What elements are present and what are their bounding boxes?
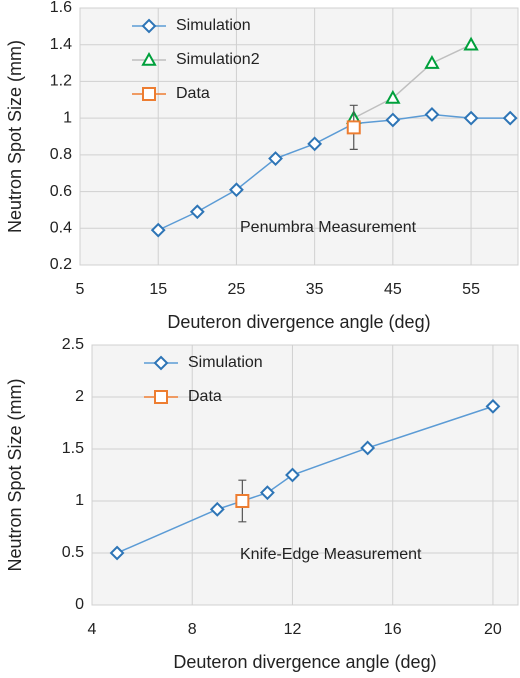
- x-tick-label: 8: [188, 621, 197, 638]
- legend-marker: [141, 18, 157, 34]
- data-point: [385, 89, 401, 104]
- x-axis-title: Deuteron divergence angle (deg): [167, 312, 430, 332]
- y-tick-label: 1: [75, 492, 84, 509]
- series-line: [157, 113, 511, 231]
- y-tick-label: 2.5: [62, 336, 84, 353]
- y-tick-label: 1.4: [50, 36, 72, 53]
- legend-label: Simulation2: [176, 51, 260, 68]
- y-tick-label: 1.2: [50, 73, 72, 90]
- series-line: [116, 405, 494, 554]
- annotation: Knife-Edge Measurement: [240, 546, 422, 563]
- annotation: Penumbra Measurement: [240, 219, 417, 236]
- y-tick-label: 1: [63, 109, 72, 126]
- legend-marker: [153, 355, 169, 371]
- data-point: [485, 398, 501, 414]
- y-tick-label: 0: [75, 596, 84, 613]
- data-point: [346, 120, 361, 135]
- y-tick-label: 0.6: [50, 183, 72, 200]
- data-point: [307, 136, 323, 152]
- data-point: [424, 55, 440, 69]
- legend-label: Simulation: [176, 17, 251, 34]
- y-tick-label: 0.2: [50, 256, 72, 273]
- x-tick-label: 35: [306, 281, 324, 298]
- data-point: [502, 110, 518, 126]
- y-tick-label: 0.5: [62, 544, 84, 561]
- data-point: [209, 501, 225, 517]
- data-point: [360, 440, 376, 456]
- y-tick-label: 1.6: [50, 0, 72, 16]
- data-point: [463, 36, 479, 51]
- data-point: [463, 110, 479, 126]
- legend-marker: [154, 390, 168, 404]
- legend-marker: [142, 87, 156, 101]
- y-axis-title: Neutron Spot Size (mm): [5, 40, 25, 233]
- data-point: [385, 112, 401, 128]
- x-tick-label: 55: [462, 281, 480, 298]
- data-point: [259, 485, 275, 501]
- y-tick-label: 0.4: [50, 220, 72, 237]
- y-tick-label: 1.5: [62, 440, 84, 457]
- x-tick-label: 15: [149, 281, 167, 298]
- data-point: [150, 222, 166, 238]
- y-tick-label: 2: [75, 388, 84, 405]
- x-tick-label: 45: [384, 281, 402, 298]
- data-point: [285, 467, 300, 483]
- data-point: [229, 182, 244, 198]
- y-tick-label: 0.8: [50, 146, 72, 163]
- plot-area: [79, 7, 519, 266]
- data-point: [189, 204, 205, 220]
- series-line: [353, 44, 472, 119]
- chart: 0.2 0.4 0.6 0.8 1 1.2 1.4 1.6 5 15 25 35 45 55 Deutero…: [5, 0, 519, 332]
- x-tick-label: 5: [76, 281, 85, 298]
- y-axis-title: Neutron Spot Size (mm): [5, 378, 25, 571]
- x-tick-label: 20: [484, 621, 502, 638]
- data-point: [268, 151, 283, 166]
- legend-label: Simulation: [188, 354, 263, 371]
- data-point: [109, 545, 125, 561]
- data-point: [424, 107, 440, 122]
- x-axis-title: Deuteron divergence angle (deg): [173, 652, 436, 672]
- x-tick-label: 4: [88, 621, 97, 638]
- x-tick-label: 12: [284, 621, 302, 638]
- x-tick-label: 25: [228, 281, 246, 298]
- legend-marker: [141, 51, 157, 66]
- x-tick-label: 16: [384, 621, 402, 638]
- chart: 0 0.5 1 1.5 2 2.5 4 8 12 16 20 Deuteron divergence …: [5, 336, 519, 672]
- legend-label: Data: [188, 388, 222, 405]
- legend-label: Data: [176, 85, 210, 102]
- data-point: [235, 494, 250, 508]
- plot-area: [91, 344, 519, 606]
